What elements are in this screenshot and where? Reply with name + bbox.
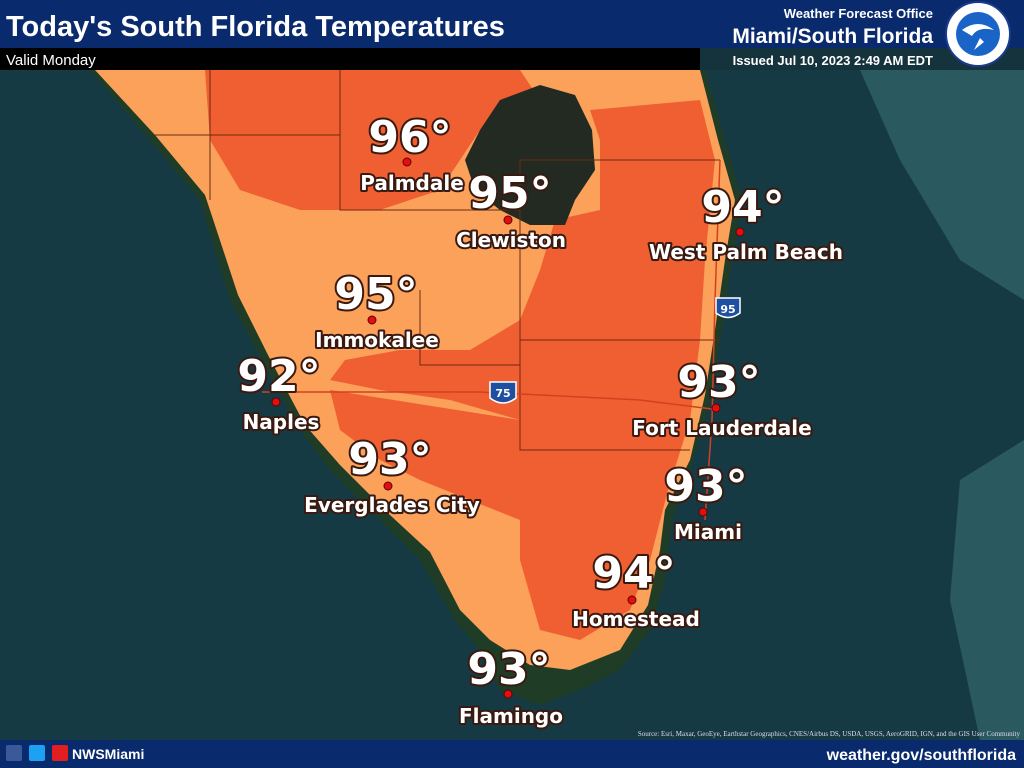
city-name: Naples [243,410,320,434]
city-dot [711,403,721,413]
city-dot [735,227,745,237]
social-handle[interactable]: NWSMiami [72,746,144,762]
nws-logo [945,1,1011,67]
website-url[interactable]: weather.gov/southflorida [826,747,1016,764]
footer-bar [0,740,1024,768]
temperature: 94° [592,548,675,599]
city-name: Flamingo [459,704,563,728]
city-dot [367,315,377,325]
issued-time: Issued Jul 10, 2023 2:49 AM EDT [733,53,933,68]
attribution: Source: Esri, Maxar, GeoEye, Earthstar G… [638,730,1021,738]
city-dot [271,397,281,407]
bahamas-bank [860,70,1024,300]
temperature: 92° [237,351,320,402]
highway-label: 75 [495,387,510,400]
temperature: 95° [334,269,417,320]
temperature: 93° [664,461,747,512]
lake-okeechobee [465,85,595,225]
title: Today's South Florida Temperatures [6,11,505,43]
facebook-icon[interactable] [6,745,22,761]
shield-75: 75 [489,381,517,404]
city-name: West Palm Beach [649,240,843,264]
youtube-icon[interactable] [52,745,68,761]
hot-zone [205,70,540,210]
interstate-75 [262,391,721,411]
city-name: Clewiston [456,228,566,252]
office-name: Miami/South Florida [732,25,933,48]
temperature: 93° [677,357,760,408]
temperature: 94° [701,182,784,233]
city-name: Homestead [572,607,700,631]
bahamas-bank [950,440,1024,740]
subheader-bar [0,48,700,70]
highway-label: 95 [720,303,735,316]
subtitle: Valid Monday [6,52,96,69]
twitter-icon[interactable] [29,745,45,761]
temperature: 93° [467,644,550,695]
city-name: Everglades City [304,493,480,517]
hot-zone [330,100,715,640]
temperature: 95° [468,168,551,219]
city-dot [402,157,412,167]
city-name: Miami [674,520,742,544]
temperature: 96° [368,112,451,163]
header-bar [0,0,1024,48]
city-name: Fort Lauderdale [632,416,811,440]
city-dot [503,215,513,225]
interstate-95 [704,159,721,521]
temperature: 93° [348,434,431,485]
city-dot [627,595,637,605]
office-line: Weather Forecast Office [784,6,933,21]
city-dot [698,507,708,517]
county-lines [155,70,720,451]
city-dot [503,689,513,699]
city-name: Immokalee [315,328,439,352]
city-dot [383,481,393,491]
city-name: Palmdale [360,171,464,195]
hot-zone [330,390,520,520]
shield-95: 95 [715,297,741,319]
